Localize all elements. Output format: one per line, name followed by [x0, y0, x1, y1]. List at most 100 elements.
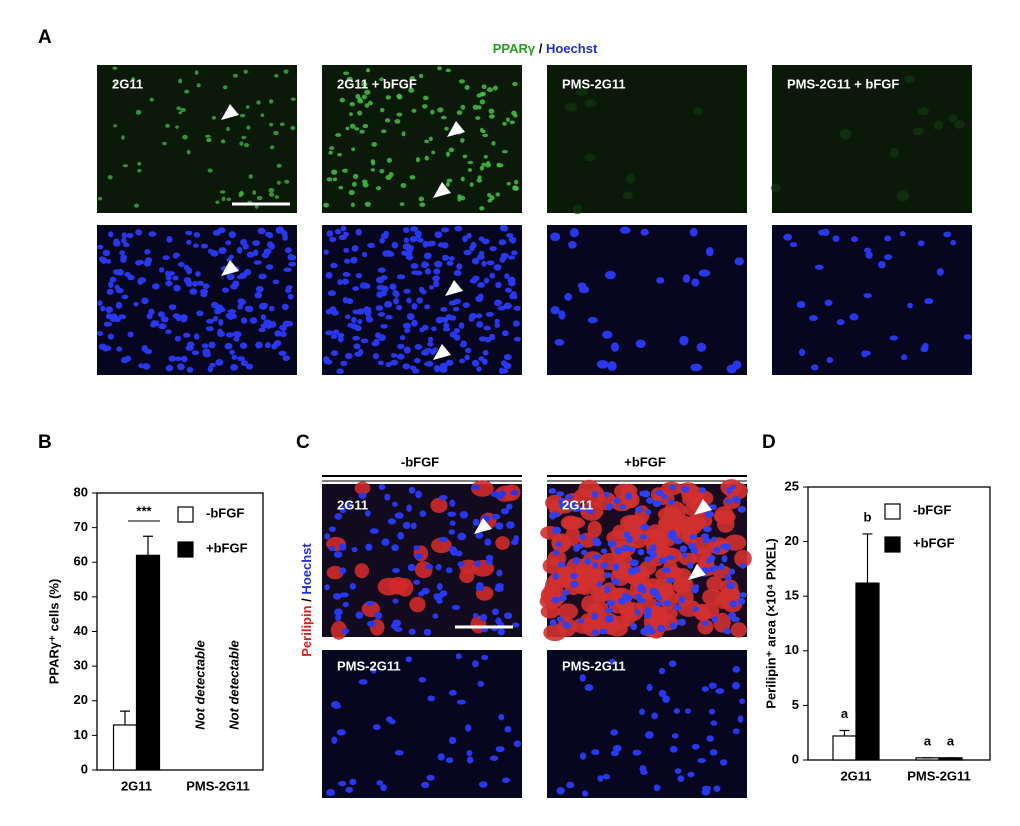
cell [325, 272, 333, 279]
cell [362, 123, 369, 129]
cell [625, 492, 633, 501]
cell [460, 195, 466, 201]
cell [726, 581, 736, 590]
cell [338, 185, 344, 190]
cell [607, 361, 617, 371]
cell [357, 110, 363, 116]
cell [330, 262, 338, 269]
cell [673, 708, 681, 714]
cell [406, 504, 412, 512]
cell [355, 611, 364, 619]
y-axis-label: Perilipin⁺ area (×10⁴ PIXEL) [763, 538, 778, 708]
cell [193, 232, 201, 238]
cell [732, 666, 741, 673]
cell [418, 196, 424, 202]
panel-label: A [38, 27, 52, 48]
cell [353, 173, 359, 179]
bar [112, 724, 138, 771]
cell [331, 736, 338, 744]
cell [904, 75, 916, 83]
bar-chart: 0 10 20 30 40 50 60 70 80 PPARγ⁺ cells (%) 2G11 PMS… [46, 484, 264, 793]
cell [653, 784, 661, 792]
cell [646, 683, 653, 692]
cell [284, 179, 290, 184]
cell [268, 192, 275, 197]
cell [349, 583, 357, 590]
cell [196, 310, 204, 317]
cell [662, 567, 671, 574]
cell [339, 97, 345, 103]
panel-label: C [296, 432, 310, 453]
cell [481, 654, 489, 661]
cell [446, 567, 453, 574]
cell [713, 546, 721, 554]
cell [445, 359, 454, 366]
cell [472, 660, 479, 668]
cell [236, 246, 243, 254]
cell [479, 206, 485, 211]
cell [433, 280, 440, 288]
cell [889, 335, 898, 341]
cell [419, 286, 425, 293]
cell [380, 275, 388, 281]
cell [362, 182, 369, 188]
cell [108, 231, 114, 238]
cell [718, 563, 725, 571]
cell [345, 352, 353, 360]
cell [272, 279, 279, 285]
cell [419, 202, 426, 207]
cell [109, 276, 117, 283]
cell [410, 522, 417, 530]
cell [357, 318, 363, 325]
cell [578, 285, 590, 294]
cell [591, 749, 600, 756]
cell [401, 131, 406, 137]
cell [554, 339, 565, 346]
cell [472, 104, 479, 110]
cell [414, 553, 423, 560]
cell [714, 506, 734, 524]
cell [503, 302, 512, 310]
cell [611, 578, 621, 585]
cell [276, 163, 282, 168]
cell [649, 587, 658, 595]
cell [324, 359, 333, 365]
cell [195, 271, 201, 277]
cell [505, 287, 512, 293]
cell [477, 680, 485, 687]
cell [353, 343, 361, 350]
stain: PPARγ [493, 41, 536, 56]
cell [478, 356, 485, 362]
cell [409, 175, 416, 180]
cell [437, 753, 445, 761]
cell [245, 363, 254, 370]
cell [352, 286, 359, 291]
cell [679, 335, 689, 346]
cell [709, 749, 718, 756]
cell [332, 593, 342, 600]
cell [698, 269, 711, 277]
cell [379, 237, 385, 244]
bar-chart: 0 5 10 15 20 25 Perilipin⁺ area (×10⁴ PIXEL) 2G… [763, 478, 991, 783]
cell [491, 513, 501, 520]
cell [160, 316, 169, 323]
cell [178, 78, 183, 84]
cell [570, 572, 578, 580]
cell [455, 653, 462, 660]
cell [165, 364, 174, 372]
cell [462, 154, 468, 159]
cell [336, 368, 344, 375]
cell [731, 496, 740, 502]
cell [431, 326, 437, 332]
cell [462, 302, 470, 308]
arrowhead [474, 518, 492, 534]
cell [265, 264, 274, 270]
cell [720, 586, 740, 601]
cell [475, 532, 484, 539]
cell [215, 200, 220, 204]
cell [706, 247, 714, 257]
cell [456, 110, 463, 115]
cell [239, 342, 248, 350]
cell [737, 715, 744, 723]
